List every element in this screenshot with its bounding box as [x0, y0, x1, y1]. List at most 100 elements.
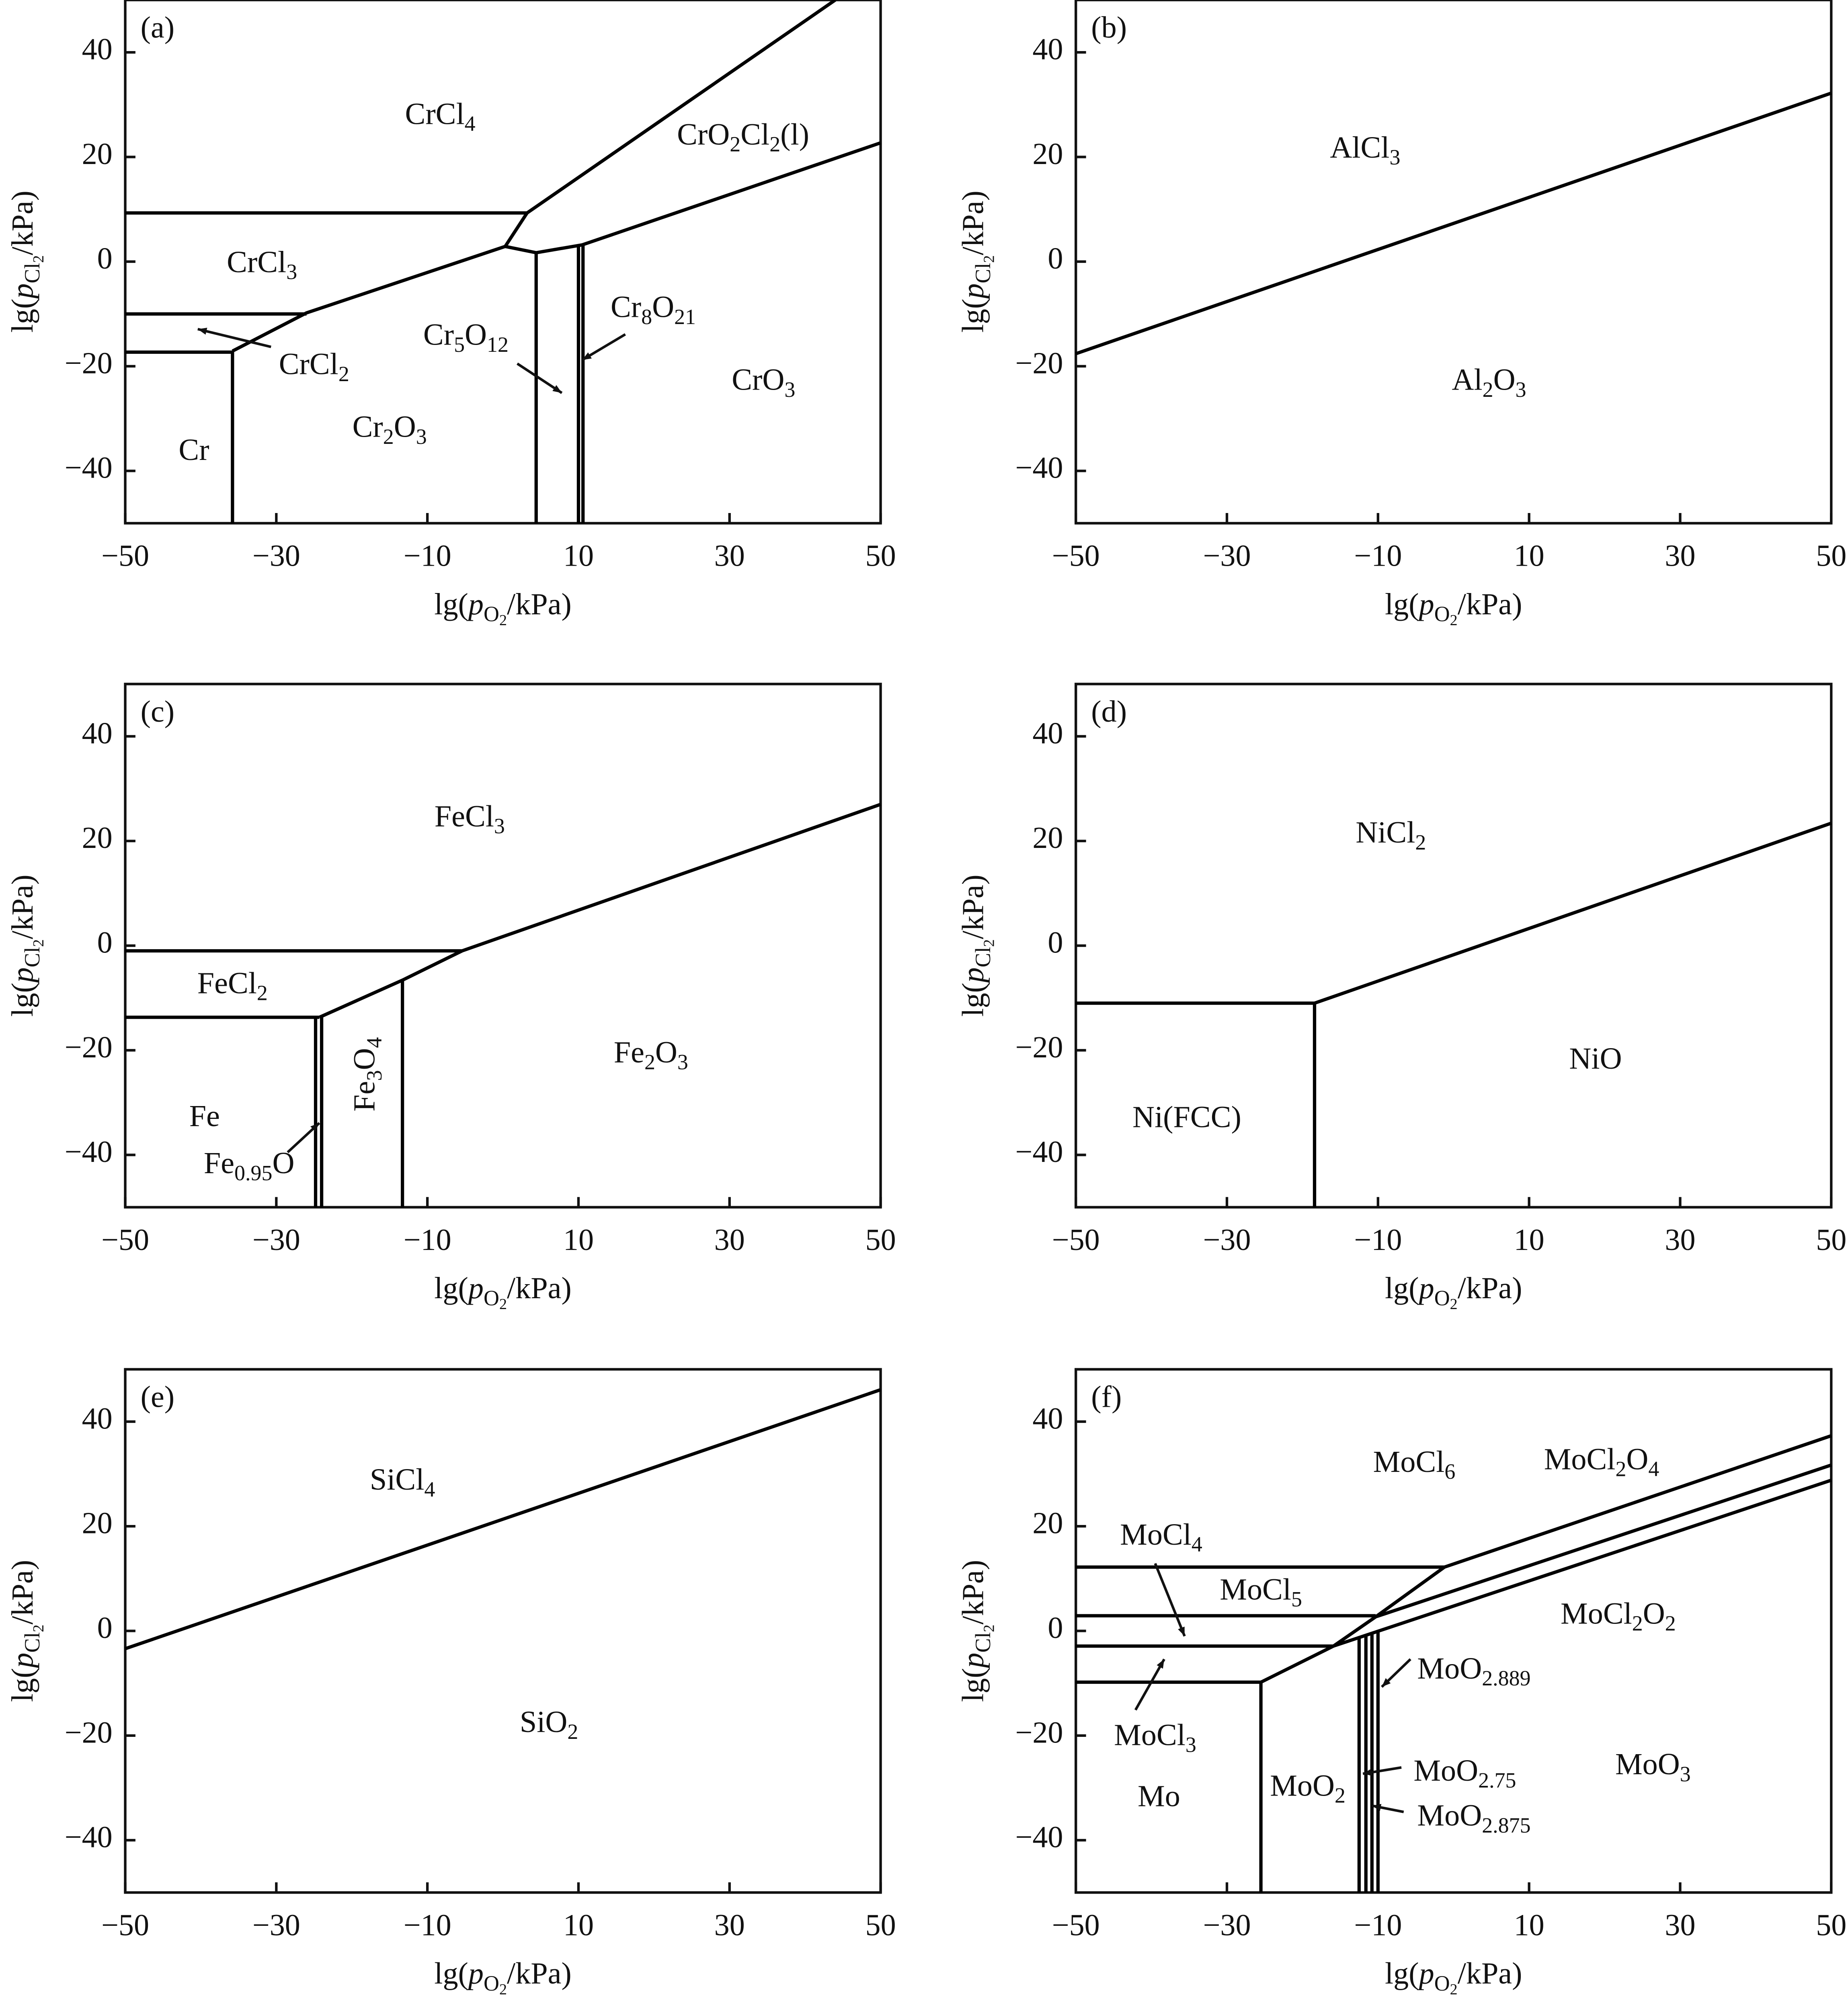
text-part: 2	[769, 132, 780, 156]
boundary-line	[461, 802, 881, 952]
text-part: Cl	[740, 118, 769, 152]
region-label: Fe	[189, 1100, 220, 1133]
text-part: 21	[674, 305, 696, 329]
text-part: 2	[257, 981, 268, 1005]
text-part: MoO	[1417, 1652, 1482, 1686]
x-tick-label: 30	[1665, 1909, 1695, 1942]
x-tick-label: −10	[1354, 1223, 1402, 1257]
x-tick-label: −30	[252, 1909, 300, 1942]
boundary-line	[526, 0, 837, 215]
region-label: Fe0.95O	[204, 1147, 295, 1185]
text-part: lg(	[1385, 1957, 1419, 1991]
boundary-line	[1314, 821, 1832, 1005]
text-part: 2	[383, 425, 394, 449]
text-part: 4	[1192, 1532, 1202, 1556]
text-part: 8	[641, 305, 652, 329]
text-part: 2	[1415, 830, 1426, 854]
text-part: 2	[980, 255, 997, 263]
text-part: p	[1417, 1957, 1434, 1991]
text-part: Cr	[353, 410, 383, 444]
x-tick-label: 30	[1665, 1223, 1695, 1257]
x-tick-label: 10	[1514, 1909, 1544, 1942]
text-part: 2	[1450, 1981, 1458, 1998]
x-tick-label: 10	[1514, 1223, 1544, 1257]
text-part: NiO	[1569, 1042, 1622, 1075]
text-part: lg(	[6, 1668, 39, 1702]
x-tick-label: −10	[1354, 539, 1402, 573]
panel-label: (d)	[1091, 695, 1127, 729]
region-label: CrCl4	[405, 97, 476, 136]
text-part: O	[272, 1147, 294, 1180]
x-tick-label: −30	[1203, 539, 1251, 573]
text-part: /kPa)	[507, 1957, 572, 1991]
region-label: MoCl4	[1120, 1518, 1202, 1556]
text-part: Cr	[423, 318, 454, 352]
boundary-line	[1444, 1434, 1832, 1569]
text-part: 3	[1680, 1762, 1691, 1786]
label-arrow	[1381, 1658, 1411, 1688]
y-axis-label: lg(pCl2/kPa)	[956, 874, 997, 1016]
label-arrow	[517, 362, 563, 394]
region-label: CrCl2	[279, 347, 349, 386]
region-label: Cr2O3	[353, 410, 427, 449]
boundary-line	[1333, 1478, 1832, 1648]
text-part: AlCl	[1330, 131, 1389, 164]
text-part: p	[956, 1653, 990, 1670]
x-tick-label: 50	[1816, 1909, 1846, 1942]
x-tick-label: −30	[252, 539, 300, 573]
x-axis-label: lg(pO2/kPa)	[1385, 587, 1522, 628]
text-part: 5	[454, 332, 465, 357]
panel: −50 −30 −10 10 30 50−40−2002040lg(pO2/kPa)lg(…	[6, 683, 896, 1313]
text-part: Cl	[971, 947, 995, 967]
region-label: CrCl3	[227, 245, 297, 284]
region-label: CrO3	[732, 363, 795, 402]
y-axis-label: lg(pCl2/kPa)	[6, 1560, 47, 1702]
text-part: Mo	[1138, 1779, 1180, 1813]
text-part: Cr	[611, 290, 641, 324]
text-part: O	[1434, 602, 1450, 626]
text-part: 2	[30, 1625, 47, 1632]
region-label: MoCl6	[1373, 1445, 1456, 1484]
region-label: MoO2.75	[1413, 1754, 1516, 1792]
label-arrow	[1362, 1766, 1402, 1776]
x-tick-label: 30	[714, 539, 745, 573]
plot-frame	[124, 1368, 882, 1894]
region-label: CrO2Cl2(l)	[677, 118, 809, 156]
text-part: CrCl	[227, 245, 286, 279]
x-tick-label: 50	[866, 539, 896, 573]
text-part: O	[1643, 1597, 1665, 1631]
text-part: lg(	[956, 983, 990, 1017]
text-part: 5	[1291, 1587, 1302, 1611]
x-tick-label: −30	[1203, 1909, 1251, 1942]
region-label: Al2O3	[1452, 363, 1526, 402]
text-part: O	[1493, 363, 1516, 397]
y-tick-label: −40	[1015, 451, 1063, 485]
text-part: O	[1434, 1971, 1450, 1995]
text-part: Cl	[21, 947, 45, 967]
text-part: lg(	[6, 983, 39, 1017]
boundary-line	[1075, 91, 1832, 355]
label-arrow	[1134, 1658, 1165, 1711]
text-part: Cr	[178, 433, 209, 467]
text-part: FeCl	[197, 967, 257, 1000]
text-part: O	[1626, 1443, 1648, 1476]
text-part: lg(	[1385, 587, 1419, 621]
text-part: p	[6, 1653, 39, 1670]
x-axis-label: lg(pO2/kPa)	[1385, 1272, 1522, 1313]
text-part: 2	[1665, 1611, 1676, 1636]
text-part: O	[394, 410, 416, 444]
text-part: MoO	[1417, 1799, 1482, 1833]
text-part: 3	[362, 1070, 386, 1081]
y-tick-label: −40	[1015, 1820, 1063, 1854]
x-axis-label: lg(pO2/kPa)	[434, 587, 571, 628]
x-tick-label: −10	[404, 539, 451, 573]
x-axis-label: lg(pO2/kPa)	[1385, 1957, 1522, 1998]
text-part: CrO	[677, 118, 730, 152]
x-tick-label: −50	[101, 1909, 149, 1942]
y-axis-label: lg(pCl2/kPa)	[956, 1560, 997, 1702]
text-part: 0.95	[234, 1161, 272, 1185]
label-arrow	[197, 328, 271, 348]
y-axis-label: lg(pCl2/kPa)	[956, 191, 997, 332]
text-part: MoO	[1270, 1769, 1335, 1803]
text-part: /kPa)	[6, 874, 39, 939]
